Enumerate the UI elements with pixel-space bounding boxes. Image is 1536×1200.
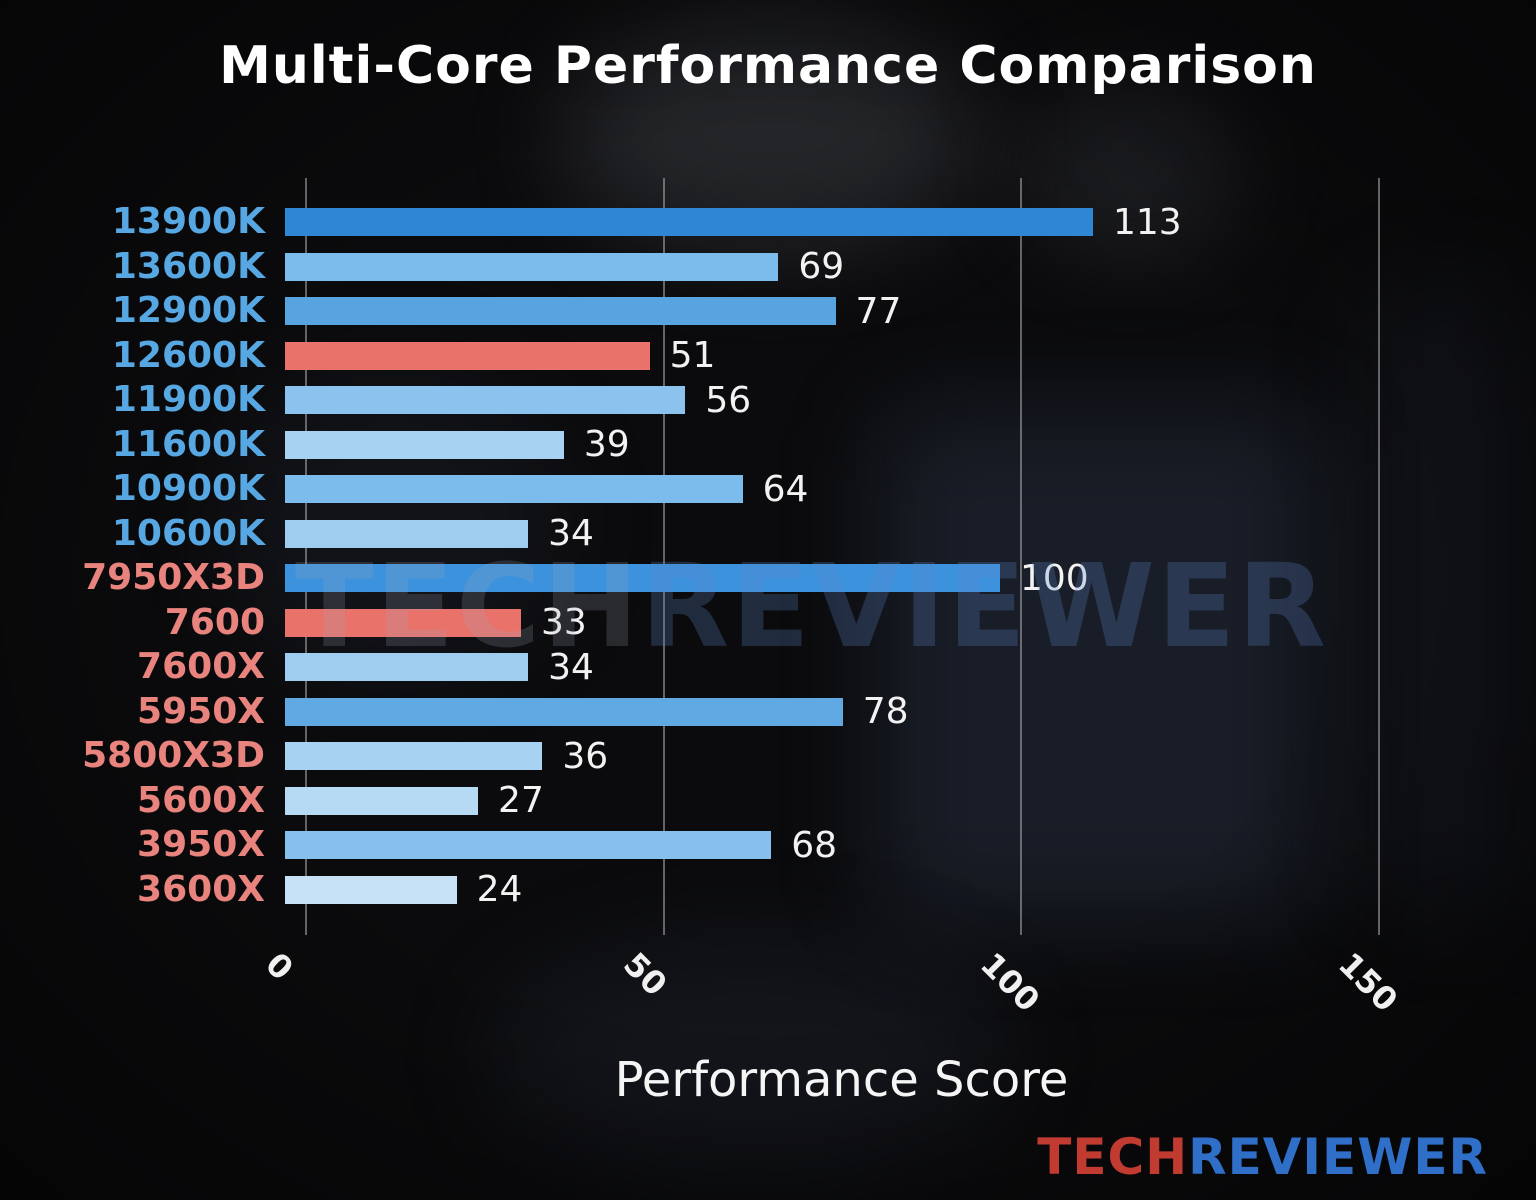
bar: [285, 475, 743, 504]
bar: [285, 341, 650, 370]
bar: [285, 564, 1000, 593]
category-label: 5800X3D: [82, 735, 265, 776]
category-label: 11600K: [111, 423, 265, 465]
category-label: 10900K: [111, 468, 265, 509]
bar: [285, 875, 457, 904]
bar: [285, 653, 529, 682]
brand-logo: TECHREVIEWER: [1037, 1128, 1488, 1186]
bar: [285, 608, 521, 637]
bar: [285, 252, 779, 281]
value-label: 34: [548, 513, 594, 555]
category-label: 7600: [164, 601, 265, 643]
category-label: 11900K: [111, 379, 265, 420]
gridline: [662, 178, 665, 935]
bar-row: 7950X3D 100: [0, 556, 1536, 601]
value-label: 100: [1020, 557, 1089, 599]
value-label: 39: [583, 424, 630, 466]
bar: [285, 297, 836, 326]
bar-rows: 13900K 113 13600K 69 12900K 77 12600K 51 11900K 5…: [0, 200, 1536, 912]
bar-row: 5800X3D 36: [0, 734, 1536, 779]
gridline: [1377, 178, 1380, 935]
category-label: 3600X: [137, 868, 265, 910]
bar: [285, 786, 479, 815]
category-label: 10600K: [111, 512, 265, 554]
bar: [285, 386, 686, 415]
bar: [285, 519, 529, 548]
category-label: 3950X: [137, 824, 265, 865]
value-label: 77: [855, 290, 902, 332]
value-label: 113: [1112, 201, 1182, 243]
chart-title: Multi-Core Performance Comparison: [219, 36, 1317, 96]
category-label: 13900K: [111, 201, 265, 242]
bar-row: 10600K 34: [0, 512, 1536, 557]
category-label: 5950X: [137, 690, 265, 732]
bar: [285, 697, 843, 726]
value-label: 64: [762, 468, 809, 510]
bar: [285, 831, 772, 860]
bar-row: 7600X 34: [0, 645, 1536, 690]
value-label: 34: [548, 646, 594, 688]
value-label: 33: [540, 602, 587, 644]
bar-row: 3950X 68: [0, 823, 1536, 868]
value-label: 36: [562, 735, 609, 777]
bar-row: 3600X 24: [0, 868, 1536, 913]
category-label: 5600X: [137, 779, 265, 821]
brand-logo-part2: REVIEWER: [1188, 1128, 1488, 1186]
bar-row: 11600K 39: [0, 423, 1536, 468]
x-axis-label: Performance Score: [614, 1052, 1069, 1108]
category-label: 7600X: [137, 646, 265, 687]
category-label: 13600K: [111, 245, 265, 287]
bar-row: 7600 33: [0, 601, 1536, 646]
bar-row: 13600K 69: [0, 245, 1536, 290]
bar-row: 11900K 56: [0, 378, 1536, 423]
plot-area: 0 50 100 150: [258, 178, 1455, 1019]
value-label: 51: [669, 335, 716, 377]
category-label: 12600K: [111, 334, 265, 376]
bar-row: 12600K 51: [0, 334, 1536, 379]
bar-row: 5950X 78: [0, 690, 1536, 735]
bar: [285, 208, 1093, 237]
value-label: 69: [798, 246, 845, 288]
bar-row: 10900K 64: [0, 467, 1536, 512]
value-label: 68: [791, 824, 837, 866]
category-label: 12900K: [111, 290, 265, 331]
bar: [285, 742, 543, 771]
value-label: 27: [498, 780, 544, 822]
value-label: 78: [862, 691, 909, 733]
bar-row: 13900K 113: [0, 200, 1536, 245]
bar: [285, 430, 564, 459]
gridline: [1020, 178, 1022, 935]
value-label: 56: [705, 379, 752, 421]
bar-row: 12900K 77: [0, 289, 1536, 334]
gridline: [305, 178, 307, 935]
category-label: 7950X3D: [82, 557, 265, 598]
value-label: 24: [476, 869, 523, 911]
brand-logo-part1: TECH: [1037, 1128, 1189, 1186]
bar-row: 5600X 27: [0, 779, 1536, 824]
